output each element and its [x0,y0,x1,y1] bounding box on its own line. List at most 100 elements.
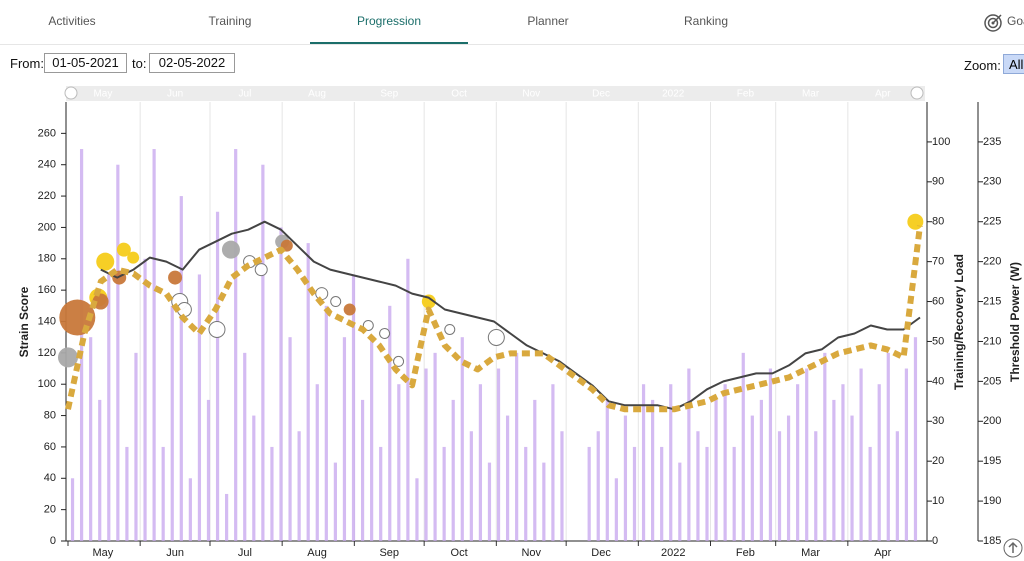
bar [886,352,890,541]
bar [714,399,718,541]
bar [397,384,401,541]
bar [179,196,183,542]
y-tick-label: 200 [38,221,56,233]
y-tick-label: 40 [44,472,56,484]
zoom-all-button[interactable]: All [1003,54,1024,74]
y2-tick-label: 60 [932,295,944,307]
y-tick-label: 160 [38,284,56,296]
navigator[interactable] [66,86,925,101]
bar [70,478,75,541]
y2-tick-label: 40 [932,375,944,387]
y3-tick-label: 190 [983,495,1001,507]
bar [913,337,918,541]
y2-tick-label: 10 [932,495,944,507]
bar [641,384,646,541]
x-tick-label: Jul [238,547,252,559]
bar [768,368,773,541]
y2-tick-label: 50 [932,335,944,347]
bar [415,478,419,541]
bar [360,399,365,541]
y-tick-label: 260 [38,127,56,139]
bar [206,399,211,541]
tab[interactable]: Training [208,14,252,28]
y2-tick-label: 90 [932,176,944,188]
goals-tab[interactable]: Goa [1007,14,1024,28]
threshold-power-point [92,293,109,310]
navigator-label: Mar [802,89,820,100]
bar [469,431,473,541]
threshold-power-point [444,323,456,335]
bar [759,399,763,541]
bar [134,352,138,541]
y2-tick-label: 30 [932,415,944,427]
recovery-load-line [65,225,923,413]
x-tick-label: Jun [166,547,184,559]
y3-tick-label: 235 [983,136,1001,148]
bar [252,415,256,541]
bar [841,384,845,541]
y-tick-label: 100 [38,378,56,390]
training-load-line [100,220,921,411]
navigator-handle[interactable] [64,86,78,100]
to-input[interactable]: 02-05-2022 [149,53,235,73]
tab[interactable]: Progression [310,0,468,44]
tab[interactable]: Activities [48,14,96,28]
threshold-power-point [907,213,924,230]
navigator-label: Oct [451,89,467,100]
bar [433,352,437,541]
bar [904,368,909,541]
threshold-power-point [343,303,356,316]
y-tick-label: 240 [38,159,56,171]
navigator-label: 2022 [662,89,685,100]
tab[interactable]: Ranking [683,14,729,28]
from-input[interactable]: 01-05-2021 [44,53,127,73]
bar [342,337,347,541]
x-tick-label: Aug [307,547,327,559]
bar [705,446,709,541]
bar [297,431,301,541]
bar [261,164,265,541]
y2-axis-title: Training/Recovery Load [952,254,966,390]
bar [288,337,292,541]
y2-tick-label: 70 [932,256,944,268]
y3-axis-title: Threshold Power (W) [1008,262,1022,382]
bar [678,462,682,541]
bar [814,431,818,541]
x-tick-label: Dec [591,547,611,559]
bar [143,258,147,541]
y-tick-label: 20 [44,504,56,516]
navigator-label: Feb [737,89,755,100]
threshold-power-point [168,270,183,285]
navigator-handle[interactable] [910,86,924,100]
y2-tick-label: 100 [932,136,950,148]
bar [542,462,546,541]
goals-icon[interactable] [984,12,1004,32]
bar [524,446,528,541]
threshold-power-point [221,240,240,259]
threshold-power-point [127,251,140,264]
threshold-power-point [330,296,342,308]
bar [533,399,537,541]
bar [687,368,691,541]
bar [723,384,727,541]
y2-tick-label: 20 [932,455,944,467]
bar [125,446,129,541]
bar [596,431,600,541]
bar [215,211,220,541]
navigator-label: Jun [167,89,183,100]
bar [424,368,428,541]
y2-tick-label: 0 [932,535,938,547]
y2-tick-label: 80 [932,216,944,228]
y-tick-label: 60 [44,441,56,453]
nav-bar: Activities Training Progression Planner … [0,0,1024,45]
bar [741,352,745,541]
threshold-power-point [58,347,78,368]
bar [197,274,202,541]
y3-tick-label: 195 [983,455,1001,467]
navigator-label: Aug [308,89,326,100]
tab[interactable]: Planner [527,14,569,28]
bar [669,384,673,541]
y3-tick-label: 185 [983,535,1001,547]
bar [623,415,628,541]
